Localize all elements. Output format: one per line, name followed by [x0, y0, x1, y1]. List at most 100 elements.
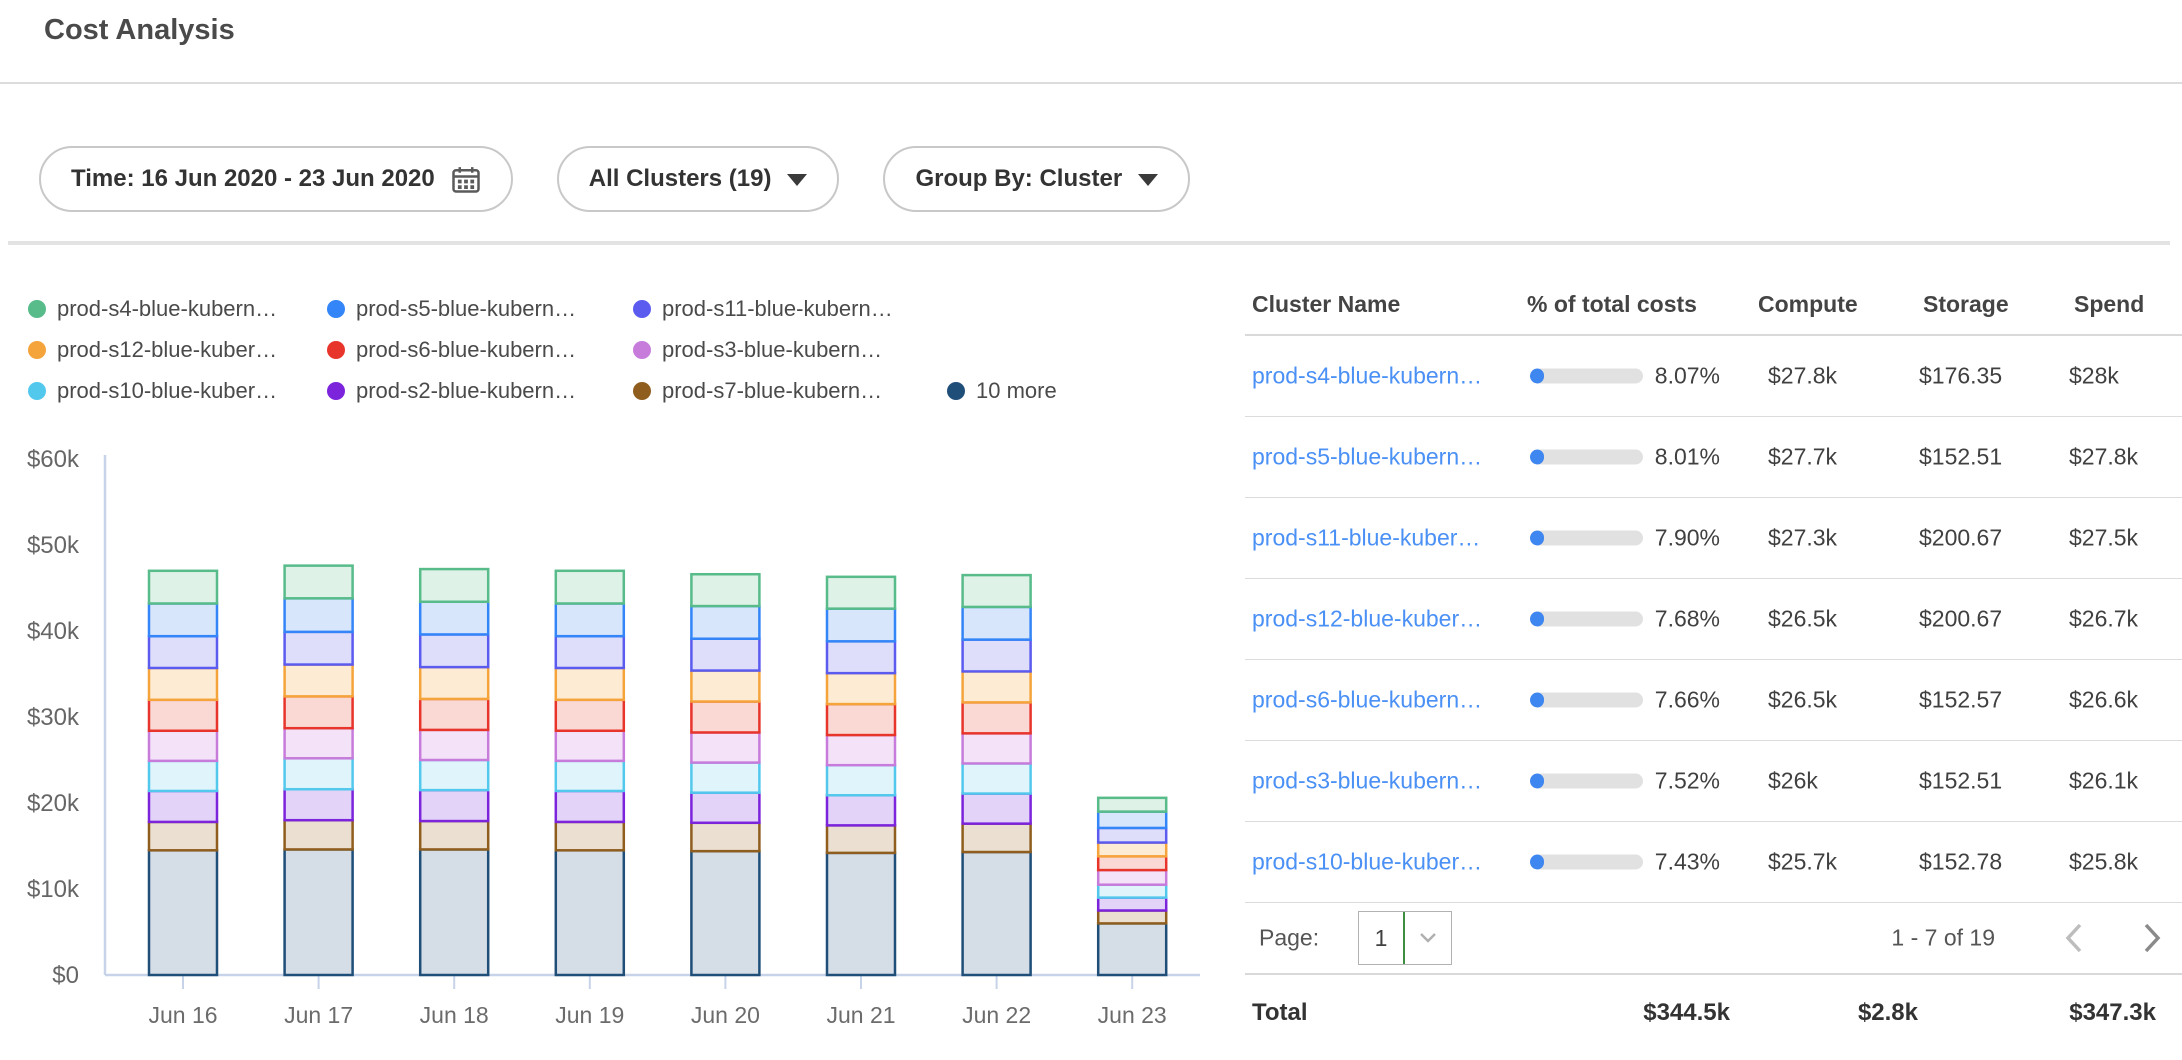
bar-segment-prod-s4[interactable] — [1096, 796, 1168, 813]
bar-segment-prod-s3[interactable] — [554, 729, 626, 763]
bar-segment-prod-s11[interactable] — [1096, 826, 1168, 844]
bar-segment-10 more[interactable] — [283, 848, 354, 977]
legend-item[interactable]: prod-s11-blue-kubern… — [633, 296, 947, 322]
bar-segment-prod-s6[interactable] — [825, 702, 897, 737]
bar-segment-prod-s4[interactable] — [961, 573, 1032, 609]
bar-segment-prod-s2[interactable] — [961, 792, 1032, 825]
bar-segment-prod-s5[interactable] — [1096, 810, 1168, 830]
bar-segment-prod-s10[interactable] — [961, 762, 1032, 795]
bar-segment-prod-s11[interactable] — [690, 637, 761, 672]
bar-segment-prod-s3[interactable] — [283, 726, 354, 760]
bar-segment-prod-s4[interactable] — [690, 572, 761, 608]
bar-segment-prod-s6[interactable] — [1096, 855, 1168, 872]
bar-segment-prod-s7[interactable] — [961, 822, 1032, 854]
bar-segment-prod-s7[interactable] — [1096, 909, 1168, 925]
bar-segment-prod-s12[interactable] — [1096, 841, 1168, 858]
bar-segment-prod-s4[interactable] — [283, 564, 354, 600]
bar-segment-prod-s2[interactable] — [690, 791, 761, 825]
bar-segment-prod-s10[interactable] — [554, 759, 626, 793]
bar-segment-prod-s3[interactable] — [961, 732, 1032, 765]
bar-segment-prod-s4[interactable] — [825, 575, 897, 610]
bar-segment-prod-s2[interactable] — [554, 789, 626, 824]
legend-item[interactable]: prod-s2-blue-kubern… — [327, 378, 633, 404]
bar-segment-10 more[interactable] — [554, 849, 626, 977]
legend-item[interactable]: prod-s7-blue-kubern… — [633, 378, 947, 404]
bar-segment-prod-s6[interactable] — [283, 695, 354, 730]
bar-segment-prod-s4[interactable] — [554, 569, 626, 605]
bar-segment-prod-s12[interactable] — [961, 670, 1032, 704]
bar-segment-prod-s11[interactable] — [147, 634, 219, 670]
bar-segment-prod-s3[interactable] — [825, 733, 897, 767]
bar-segment-prod-s2[interactable] — [1096, 896, 1168, 912]
bar-segment-prod-s10[interactable] — [283, 757, 354, 791]
cluster-name-link[interactable]: prod-s6-blue-kubern… — [1252, 686, 1483, 713]
cluster-name-link[interactable]: prod-s5-blue-kubern… — [1252, 443, 1483, 470]
bar-segment-prod-s6[interactable] — [554, 698, 626, 733]
bar-segment-prod-s12[interactable] — [147, 666, 219, 702]
time-filter-button[interactable]: Time: 16 Jun 2020 - 23 Jun 2020 — [39, 146, 513, 212]
bar-segment-prod-s2[interactable] — [418, 788, 490, 823]
previous-page-button[interactable] — [2057, 915, 2091, 961]
bar-segment-prod-s5[interactable] — [283, 597, 354, 634]
bar-segment-10 more[interactable] — [418, 848, 490, 977]
cluster-name-link[interactable]: prod-s10-blue-kuber… — [1252, 848, 1483, 875]
bar-segment-10 more[interactable] — [825, 851, 897, 977]
bar-segment-prod-s3[interactable] — [147, 729, 219, 763]
bar-segment-prod-s6[interactable] — [690, 700, 761, 734]
bar-segment-prod-s11[interactable] — [554, 634, 626, 670]
bar-segment-prod-s11[interactable] — [825, 640, 897, 675]
bar-segment-prod-s2[interactable] — [147, 789, 219, 824]
legend-item[interactable]: 10 more — [947, 378, 1057, 404]
bar-segment-prod-s7[interactable] — [418, 819, 490, 851]
bar-segment-prod-s7[interactable] — [283, 818, 354, 851]
bar-segment-prod-s11[interactable] — [961, 638, 1032, 673]
bar-segment-prod-s6[interactable] — [147, 698, 219, 733]
clusters-filter-button[interactable]: All Clusters (19) — [556, 146, 840, 212]
bar-segment-prod-s10[interactable] — [690, 761, 761, 794]
bar-segment-10 more[interactable] — [147, 849, 219, 977]
cluster-name-link[interactable]: prod-s3-blue-kubern… — [1252, 767, 1483, 794]
bar-segment-prod-s7[interactable] — [690, 821, 761, 853]
bar-segment-prod-s7[interactable] — [825, 824, 897, 855]
bar-segment-prod-s12[interactable] — [418, 665, 490, 701]
bar-segment-prod-s5[interactable] — [418, 600, 490, 636]
bar-segment-10 more[interactable] — [690, 849, 761, 977]
bar-segment-prod-s5[interactable] — [147, 602, 219, 638]
bar-segment-prod-s5[interactable] — [961, 605, 1032, 641]
cluster-name-link[interactable]: prod-s11-blue-kuber… — [1252, 524, 1481, 551]
legend-item[interactable]: prod-s6-blue-kubern… — [327, 337, 633, 363]
bar-segment-prod-s2[interactable] — [825, 794, 897, 827]
bar-segment-prod-s5[interactable] — [554, 602, 626, 638]
bar-segment-prod-s10[interactable] — [1096, 883, 1168, 899]
stacked-bar-chart[interactable]: $0 $10k $20k $30k $40k $50k $60k Jun 16 Jun 17 Ju… — [0, 430, 1220, 1052]
cluster-name-link[interactable]: prod-s4-blue-kubern… — [1252, 362, 1483, 389]
bar-segment-prod-s6[interactable] — [418, 697, 490, 732]
bar-segment-prod-s11[interactable] — [283, 630, 354, 666]
cluster-name-link[interactable]: prod-s12-blue-kuber… — [1252, 605, 1483, 632]
bar-segment-prod-s7[interactable] — [554, 820, 626, 852]
bar-segment-prod-s12[interactable] — [825, 671, 897, 706]
bar-segment-prod-s2[interactable] — [283, 787, 354, 822]
bar-segment-prod-s5[interactable] — [825, 607, 897, 643]
group-by-button[interactable]: Group By: Cluster — [883, 146, 1191, 212]
bar-segment-prod-s3[interactable] — [418, 728, 490, 762]
bar-segment-prod-s12[interactable] — [690, 669, 761, 703]
bar-segment-prod-s3[interactable] — [690, 731, 761, 764]
bar-segment-10 more[interactable] — [1096, 922, 1168, 977]
bar-segment-prod-s12[interactable] — [283, 663, 354, 698]
legend-item[interactable]: prod-s5-blue-kubern… — [327, 296, 633, 322]
legend-item[interactable]: prod-s12-blue-kuber… — [28, 337, 327, 363]
bar-segment-prod-s4[interactable] — [418, 567, 490, 604]
bar-segment-prod-s10[interactable] — [147, 759, 219, 793]
page-select[interactable]: 1 — [1358, 911, 1452, 965]
bar-segment-10 more[interactable] — [961, 850, 1032, 977]
legend-item[interactable]: prod-s4-blue-kubern… — [28, 296, 327, 322]
bar-segment-prod-s5[interactable] — [690, 604, 761, 640]
bar-segment-prod-s3[interactable] — [1096, 868, 1168, 886]
bar-segment-prod-s10[interactable] — [825, 763, 897, 797]
bar-segment-prod-s10[interactable] — [418, 758, 490, 792]
bar-segment-prod-s4[interactable] — [147, 569, 219, 605]
bar-segment-prod-s7[interactable] — [147, 820, 219, 852]
bar-segment-prod-s6[interactable] — [961, 701, 1032, 735]
bar-segment-prod-s11[interactable] — [418, 633, 490, 669]
